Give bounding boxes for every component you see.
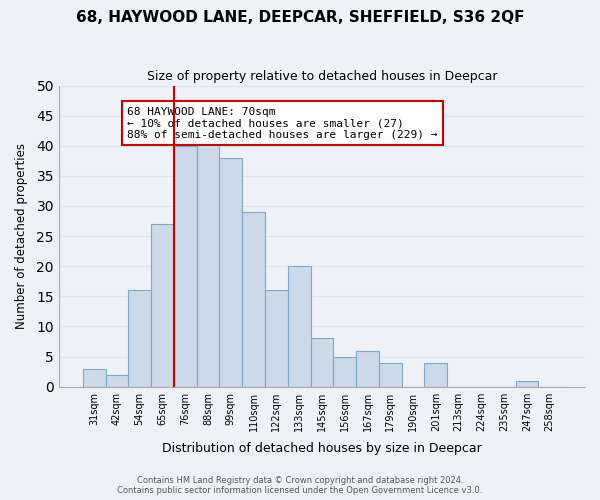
Bar <box>424 362 447 386</box>
Bar <box>128 290 151 386</box>
Bar <box>106 374 128 386</box>
Bar <box>311 338 333 386</box>
Bar <box>333 356 356 386</box>
X-axis label: Distribution of detached houses by size in Deepcar: Distribution of detached houses by size … <box>162 442 482 455</box>
Bar <box>83 368 106 386</box>
Bar <box>265 290 288 386</box>
Bar <box>174 146 197 386</box>
Text: Contains HM Land Registry data © Crown copyright and database right 2024.
Contai: Contains HM Land Registry data © Crown c… <box>118 476 482 495</box>
Bar <box>220 158 242 386</box>
Bar <box>197 140 220 386</box>
Bar <box>288 266 311 386</box>
Bar <box>356 350 379 386</box>
Text: 68, HAYWOOD LANE, DEEPCAR, SHEFFIELD, S36 2QF: 68, HAYWOOD LANE, DEEPCAR, SHEFFIELD, S3… <box>76 10 524 25</box>
Bar <box>242 212 265 386</box>
Bar <box>515 380 538 386</box>
Bar <box>151 224 174 386</box>
Title: Size of property relative to detached houses in Deepcar: Size of property relative to detached ho… <box>146 70 497 83</box>
Y-axis label: Number of detached properties: Number of detached properties <box>15 143 28 329</box>
Text: 68 HAYWOOD LANE: 70sqm
← 10% of detached houses are smaller (27)
88% of semi-det: 68 HAYWOOD LANE: 70sqm ← 10% of detached… <box>127 106 438 140</box>
Bar <box>379 362 401 386</box>
